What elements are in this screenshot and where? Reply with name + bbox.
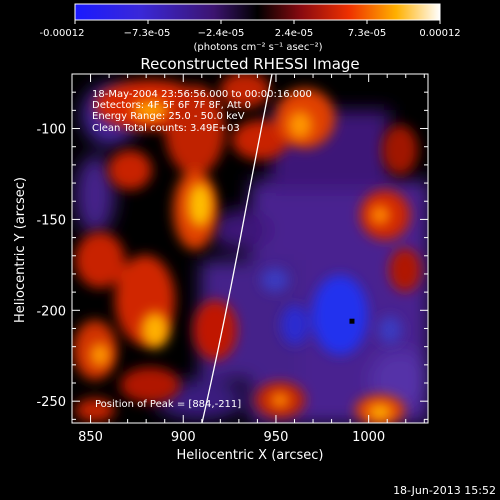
y-tick-labels: -100 -150 -200 -250 [36, 123, 66, 411]
colorbar-ticks [74, 20, 441, 24]
x-tick-labels: 850 900 950 1000 [78, 430, 385, 445]
annotation-block: 18-May-2004 23:56:56.000 to 00:00:16.000… [92, 89, 312, 134]
heatmap-image [72, 74, 428, 423]
colorbar-unit-label: (photons cm⁻² s⁻¹ asec⁻²) [193, 42, 322, 53]
annotation-time: 18-May-2004 23:56:56.000 to 00:00:16.000 [92, 89, 312, 100]
colorbar-tick-label: −2.4e-05 [198, 28, 245, 39]
colorbar-tick-label: 2.4e-05 [275, 28, 313, 39]
x-tick-label: 950 [264, 430, 289, 445]
x-axis-label: Heliocentric X (arcsec) [177, 448, 324, 463]
peak-marker [349, 318, 355, 324]
colorbar-tick-label: 0.00012 [419, 28, 460, 39]
plot-frame [71, 73, 429, 424]
annotation-energy: Energy Range: 25.0 - 50.0 keV [92, 111, 245, 122]
x-tick-label: 1000 [352, 430, 385, 445]
x-tick-label: 850 [78, 430, 103, 445]
minor-ticks [72, 73, 428, 423]
footer-date: 18-Jun-2013 15:52 [393, 484, 496, 497]
solar-limb-line [201, 74, 273, 423]
colorbar-tick-label: 7.3e-05 [348, 28, 386, 39]
colorbar-tick-label: -0.00012 [40, 28, 85, 39]
annotation-counts: Clean Total counts: 3.49E+03 [92, 123, 240, 134]
y-tick-label: -200 [36, 304, 66, 319]
y-tick-label: -250 [36, 395, 66, 410]
peak-position-label: Position of Peak = [884,-211] [95, 399, 241, 410]
chart-title: Reconstructed RHESSI Image [140, 55, 359, 73]
x-tick-label: 900 [171, 430, 196, 445]
y-tick-label: -150 [36, 213, 66, 228]
colorbar [74, 3, 441, 21]
colorbar-tick-label: −7.3e-05 [124, 28, 171, 39]
y-axis-label: Heliocentric Y (arcsec) [13, 177, 28, 323]
annotation-detectors: Detectors: 4F 5F 6F 7F 8F, Att 0 [92, 100, 251, 111]
y-tick-label: -100 [36, 123, 66, 138]
